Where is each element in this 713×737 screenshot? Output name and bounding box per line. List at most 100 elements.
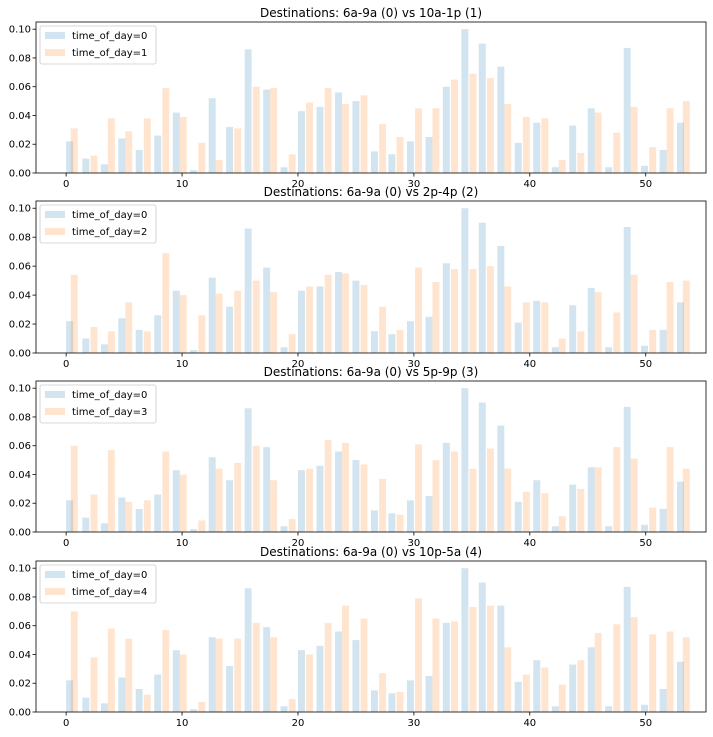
- legend-box: [39, 25, 157, 65]
- bar: [630, 274, 638, 353]
- bar: [352, 280, 360, 353]
- bar: [263, 89, 271, 173]
- series-baseline: [66, 208, 684, 353]
- bar: [666, 282, 674, 353]
- y-tick-label: 0.04: [9, 111, 31, 122]
- bar: [379, 306, 387, 353]
- y-tick-label: 0.04: [9, 470, 31, 481]
- bar: [415, 598, 423, 712]
- bar: [504, 286, 512, 353]
- bar: [90, 326, 98, 353]
- bar: [107, 331, 115, 353]
- subplot-4: Destinations: 6a-9a (0) vs 10p-5a (4) 0 10…: [9, 545, 707, 729]
- x-tick-label: 30: [408, 179, 421, 190]
- bar: [486, 266, 494, 353]
- bar: [666, 631, 674, 712]
- bar: [280, 167, 288, 173]
- bar: [252, 622, 260, 712]
- bar: [396, 691, 404, 712]
- bar: [70, 445, 78, 532]
- y-tick-label: 0.10: [9, 384, 31, 395]
- bar: [90, 657, 98, 712]
- bar: [677, 122, 684, 173]
- x-tick-label: 30: [408, 538, 421, 549]
- bar: [66, 500, 74, 532]
- bar: [270, 88, 278, 173]
- bar: [162, 88, 170, 173]
- bar: [342, 442, 349, 532]
- bar: [360, 284, 368, 353]
- bar: [551, 526, 559, 532]
- bar: [154, 135, 162, 173]
- bar: [533, 480, 541, 532]
- bar: [172, 112, 180, 173]
- series-comparison: [70, 73, 690, 173]
- x-tick-label: 50: [639, 179, 652, 190]
- bar: [179, 474, 187, 532]
- bar: [682, 468, 690, 532]
- bar: [297, 470, 305, 532]
- subplot-title: Destinations: 6a-9a (0) vs 5p-9p (3): [264, 365, 479, 379]
- bar: [215, 160, 223, 173]
- bar: [208, 277, 216, 353]
- bar: [306, 468, 314, 532]
- bar: [569, 125, 577, 173]
- bar: [179, 295, 187, 353]
- bar: [406, 680, 414, 712]
- bar: [154, 494, 162, 532]
- bar: [162, 630, 170, 712]
- bar: [594, 112, 602, 173]
- bar: [497, 425, 505, 532]
- y-tick-label: 0.00: [9, 349, 31, 360]
- bar: [388, 513, 396, 532]
- bar: [125, 638, 133, 712]
- bar: [234, 128, 242, 173]
- bar: [288, 699, 296, 712]
- bar: [316, 106, 324, 173]
- subplot-3: Destinations: 6a-9a (0) vs 5p-9p (3) 0 10 2…: [9, 365, 707, 549]
- x-tick-label: 0: [63, 718, 69, 729]
- bar: [198, 142, 206, 173]
- bar: [469, 468, 477, 532]
- series-comparison: [70, 439, 690, 532]
- y-tick-label: 0.06: [9, 262, 31, 273]
- bar: [677, 661, 684, 712]
- bar: [208, 98, 216, 173]
- bar: [577, 488, 585, 532]
- bar: [66, 141, 74, 173]
- bar: [342, 273, 349, 353]
- series-baseline: [66, 388, 684, 532]
- bar: [360, 618, 368, 712]
- bar: [371, 331, 378, 353]
- bar: [360, 464, 368, 532]
- bar: [288, 519, 296, 532]
- bar: [306, 654, 314, 712]
- bar: [118, 677, 126, 712]
- bar: [442, 86, 450, 173]
- bar: [497, 605, 505, 712]
- axes-frame: [35, 200, 707, 354]
- subplot-title: Destinations: 6a-9a (0) vs 10p-5a (4): [260, 545, 482, 559]
- bar: [533, 300, 541, 353]
- y-tick-label: 0.06: [9, 441, 31, 452]
- bar: [551, 167, 559, 173]
- bar: [587, 108, 595, 173]
- bar: [623, 47, 631, 174]
- series-comparison: [70, 598, 690, 712]
- bar: [82, 158, 90, 173]
- bar: [649, 634, 657, 712]
- bar: [388, 693, 396, 712]
- bar: [100, 164, 108, 173]
- bar: [335, 631, 343, 712]
- bar: [442, 442, 450, 532]
- bar: [135, 508, 143, 532]
- bar: [324, 88, 332, 173]
- bar: [107, 628, 115, 712]
- bar: [450, 621, 458, 712]
- bar: [587, 647, 595, 712]
- bar: [641, 704, 649, 712]
- y-tick-label: 0.10: [9, 25, 31, 36]
- axes-frame: [35, 560, 707, 713]
- bar: [659, 688, 667, 712]
- bar: [226, 126, 234, 173]
